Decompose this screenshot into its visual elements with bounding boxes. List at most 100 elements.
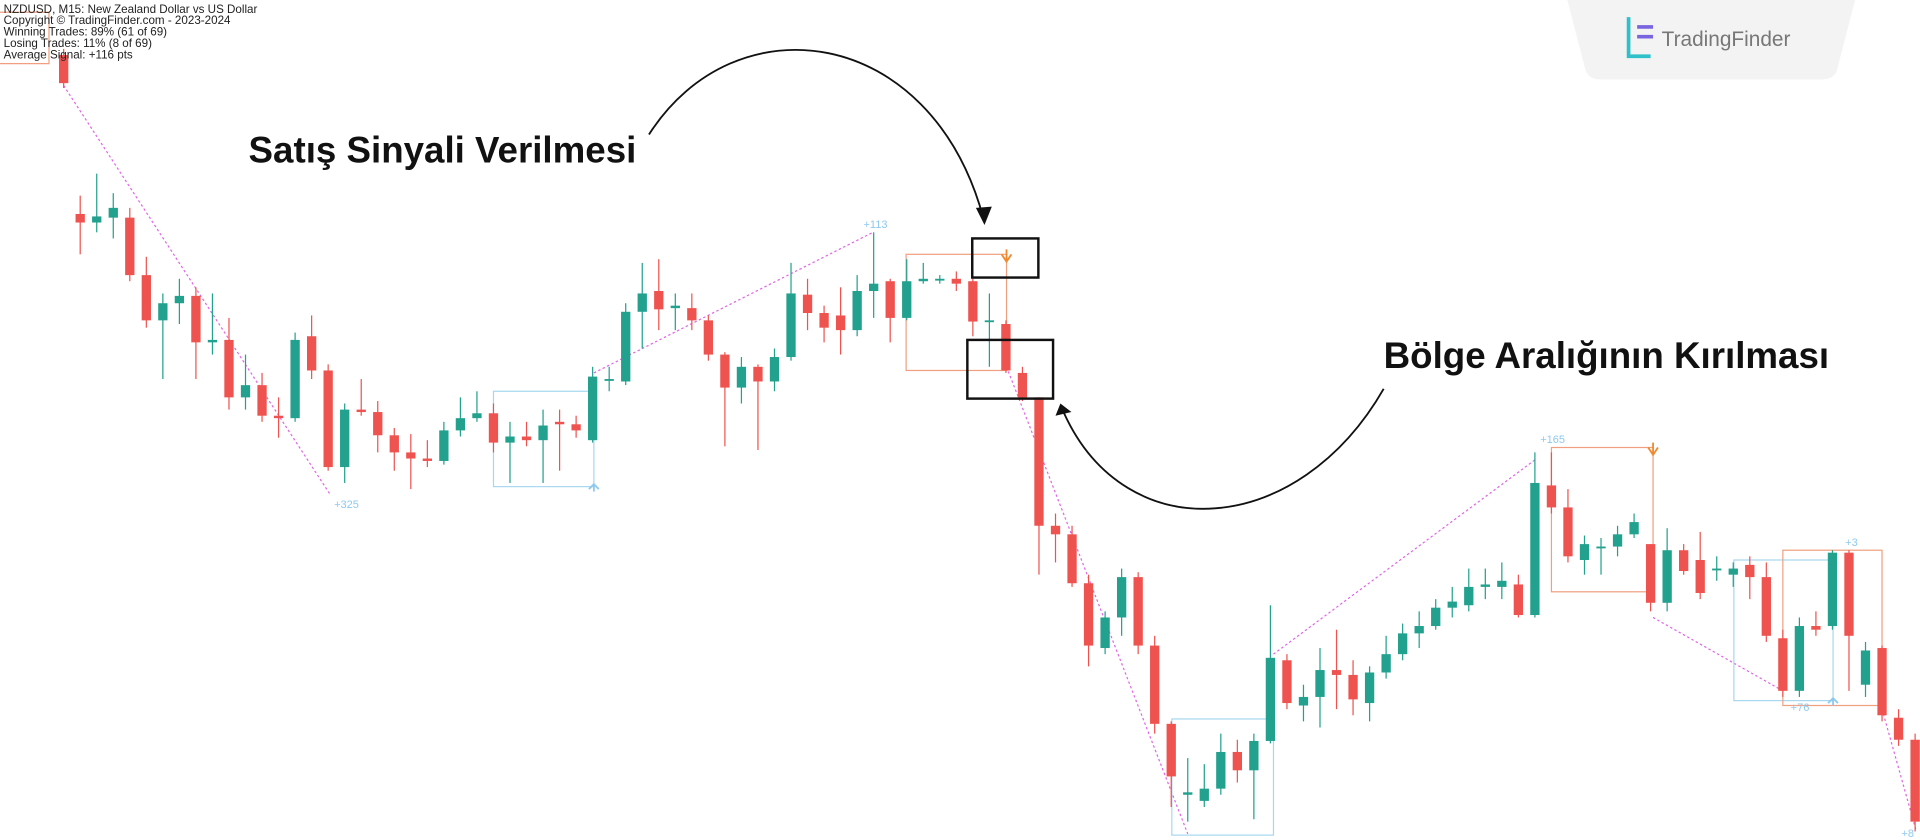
candle-body: [1530, 482, 1540, 616]
callout-arrow: [648, 48, 985, 218]
candle-body: [1067, 534, 1077, 584]
header-line: Winning Trades: 89% (61 of 69): [4, 26, 168, 39]
candle-body: [835, 315, 846, 331]
candle-body: [1001, 324, 1011, 371]
trade-points: +8: [1901, 828, 1914, 840]
candle-body: [1034, 397, 1044, 526]
logo-panel: [1567, 0, 1856, 80]
candle-body: [373, 412, 383, 436]
candle-body: [1645, 544, 1656, 603]
candle-body: [340, 409, 350, 468]
candle-body: [356, 409, 366, 413]
candle-body: [406, 452, 416, 459]
candle-body: [1629, 522, 1639, 535]
candle-body: [1893, 717, 1904, 740]
candle-body: [505, 436, 515, 443]
candle-body: [802, 294, 813, 314]
candle-body: [1282, 660, 1292, 704]
candle-body: [1761, 577, 1771, 636]
candle-body: [902, 281, 912, 318]
candle-body: [1431, 607, 1441, 627]
candle-body: [1199, 788, 1209, 801]
callout-arrow: [1063, 388, 1385, 510]
candle-body: [323, 370, 333, 468]
highlight-box: [966, 338, 1055, 400]
candle-body: [1315, 670, 1325, 697]
candle-body: [1860, 650, 1871, 685]
candle-body: [521, 436, 532, 441]
candle-body: [571, 424, 581, 431]
candle-body: [1265, 657, 1276, 741]
candle-body: [1381, 654, 1391, 673]
candle-body: [1794, 626, 1805, 691]
candle-body: [240, 385, 251, 398]
candle-body: [654, 291, 664, 310]
sell-arrow: [1000, 249, 1013, 264]
logo-text: TradingFinder: [1662, 28, 1791, 51]
candle-body: [1497, 580, 1507, 587]
candle-body: [1348, 674, 1358, 700]
candle-body: [769, 357, 780, 382]
candle-body: [92, 216, 102, 223]
candle-body: [224, 339, 234, 398]
candle-body: [191, 295, 201, 343]
candle-body: [538, 425, 548, 441]
candle-body: [1579, 544, 1590, 560]
candle-body: [472, 413, 482, 419]
candle-body: [753, 366, 763, 382]
candle-body: [935, 278, 945, 281]
candle-body: [75, 213, 85, 223]
trade-points: +76: [1791, 702, 1810, 714]
logo-icon: [1626, 17, 1654, 59]
candle-body: [1364, 672, 1375, 704]
trade-points: +113: [864, 219, 888, 231]
highlights: [648, 48, 1385, 510]
candle-body: [1050, 525, 1061, 535]
candle-body: [1844, 552, 1854, 636]
candle-body: [1513, 584, 1524, 616]
candle-body: [687, 308, 697, 321]
candle-body: [1331, 670, 1342, 675]
candle-body: [703, 320, 714, 355]
candle-body: [637, 293, 647, 312]
candle-body: [455, 418, 466, 431]
buy-arrow: [588, 482, 600, 492]
candle-body: [1116, 577, 1127, 618]
candle-body: [439, 430, 449, 461]
signal-path: [63, 85, 1917, 835]
candle-body: [306, 336, 317, 371]
candle-body: [1827, 552, 1838, 627]
candle-body: [207, 339, 218, 343]
candle-body: [1811, 626, 1821, 630]
trade-points: +3: [1845, 537, 1858, 549]
candle-body: [1679, 550, 1689, 572]
candle-body: [885, 281, 895, 318]
candle-body: [918, 278, 928, 282]
candle-body: [1298, 696, 1309, 706]
candle-body: [1712, 568, 1722, 571]
candle-body: [1546, 485, 1557, 508]
candle-body: [1100, 617, 1110, 649]
candle-body: [1728, 568, 1738, 575]
candle-body: [852, 291, 862, 331]
header-line: Copyright © TradingFinder.com - 2023-202…: [4, 14, 231, 27]
candle-body: [604, 379, 614, 381]
candle-body: [59, 55, 69, 84]
candle-body: [1778, 638, 1788, 691]
candle-body: [1596, 546, 1606, 549]
candle-body: [1695, 560, 1705, 594]
candle-body: [869, 283, 879, 292]
annotation: Bölge Aralığının Kırılması: [1384, 335, 1829, 376]
sell-arrow: [1647, 442, 1659, 457]
buy-arrow: [1827, 696, 1839, 706]
highlight-box: [971, 237, 1040, 279]
candle-body: [1563, 507, 1573, 557]
candle-body: [819, 313, 829, 328]
candle-body: [670, 305, 680, 309]
trade-points: +325: [334, 499, 359, 511]
header-line: NZDUSD, M15: New Zealand Dollar vs US Do…: [4, 3, 258, 16]
header-line: Average Signal: +116 pts: [4, 48, 133, 61]
candle-body: [1910, 739, 1920, 822]
candle-body: [108, 207, 118, 218]
